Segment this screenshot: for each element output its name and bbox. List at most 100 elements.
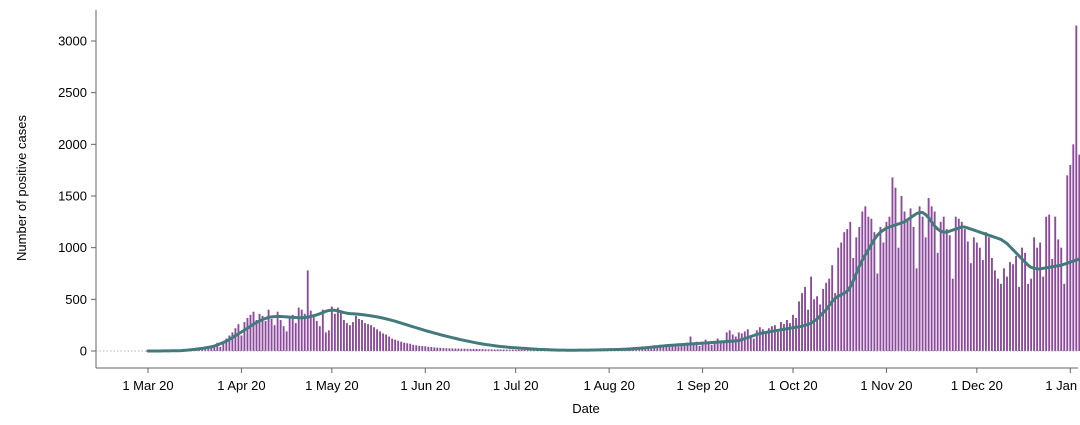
bar [764,331,767,351]
bar [370,325,372,351]
bar [879,227,882,351]
bar [439,347,442,351]
bar [861,211,864,351]
bar [936,252,939,351]
bar [349,325,351,351]
bar [855,237,858,351]
bar [421,346,424,351]
bar [397,340,400,351]
bar [460,348,463,351]
bar [1060,247,1063,351]
bar [900,196,903,351]
bar [508,349,511,351]
bar [873,232,876,351]
bar [243,322,246,351]
y-axis: 0 500 1000 1500 2000 2500 3000 [58,10,97,368]
bar [361,320,363,351]
bar [897,247,900,351]
bar [740,333,743,351]
bar [770,326,773,351]
bar [722,342,725,351]
bar [813,299,816,351]
bar [978,247,981,351]
bar [367,324,369,351]
bar [921,216,924,351]
bar [716,338,719,351]
y-tick-label: 2000 [58,137,87,152]
bar [752,338,755,351]
bar [409,343,412,351]
bar [662,345,665,351]
y-tick-label: 1500 [58,189,87,204]
bar [990,258,993,351]
bar [891,177,894,351]
bar [927,198,930,351]
bar [249,314,252,351]
bar [665,346,668,351]
x-axis-title: Date [572,401,599,416]
bar [523,349,526,351]
bar [831,265,834,351]
bar [951,278,954,351]
bar [698,345,701,351]
bar [481,349,484,351]
bar [457,348,460,351]
bar [1042,276,1045,351]
bar [511,349,514,351]
bar [957,218,960,351]
bar [445,348,448,351]
bar [692,344,695,351]
bar [364,323,366,351]
bar [994,270,996,351]
bar [783,324,785,351]
bar [312,316,315,351]
bar [297,307,300,351]
bar [433,347,436,351]
bar [671,344,674,351]
bar [499,349,502,351]
bar [767,328,770,351]
x-tick-label: 1 May 20 [305,378,358,393]
bar [333,313,336,351]
bar [339,311,342,351]
bar [285,331,288,351]
bar [906,218,909,351]
bar [987,237,990,351]
bar [819,304,822,351]
bar [430,347,433,351]
bar [804,286,806,351]
bar [776,329,779,351]
bar [997,278,999,351]
bar [225,338,228,351]
bar [210,347,213,351]
bar [514,349,517,351]
bar [472,348,475,351]
bar [463,348,466,351]
bar [213,345,216,351]
bar [1039,242,1042,351]
bar [442,348,445,351]
bar [656,346,659,351]
bar [300,309,303,351]
x-tick-label: 1 Jun 20 [400,378,450,393]
y-tick-label: 3000 [58,34,87,49]
bar [261,315,264,351]
bar [807,309,809,351]
bar [388,336,391,351]
bar [786,320,788,351]
bar [801,293,803,351]
y-tick-label: 1000 [58,240,87,255]
bar [758,327,761,351]
bar [1054,216,1057,351]
bar [695,341,698,351]
bar [930,206,933,351]
bar [400,341,403,351]
bar [1012,264,1014,351]
bar [942,216,945,351]
bar [517,349,520,351]
average-line [146,211,1080,353]
bar [731,334,734,351]
bar [255,320,258,351]
bar [412,344,415,351]
